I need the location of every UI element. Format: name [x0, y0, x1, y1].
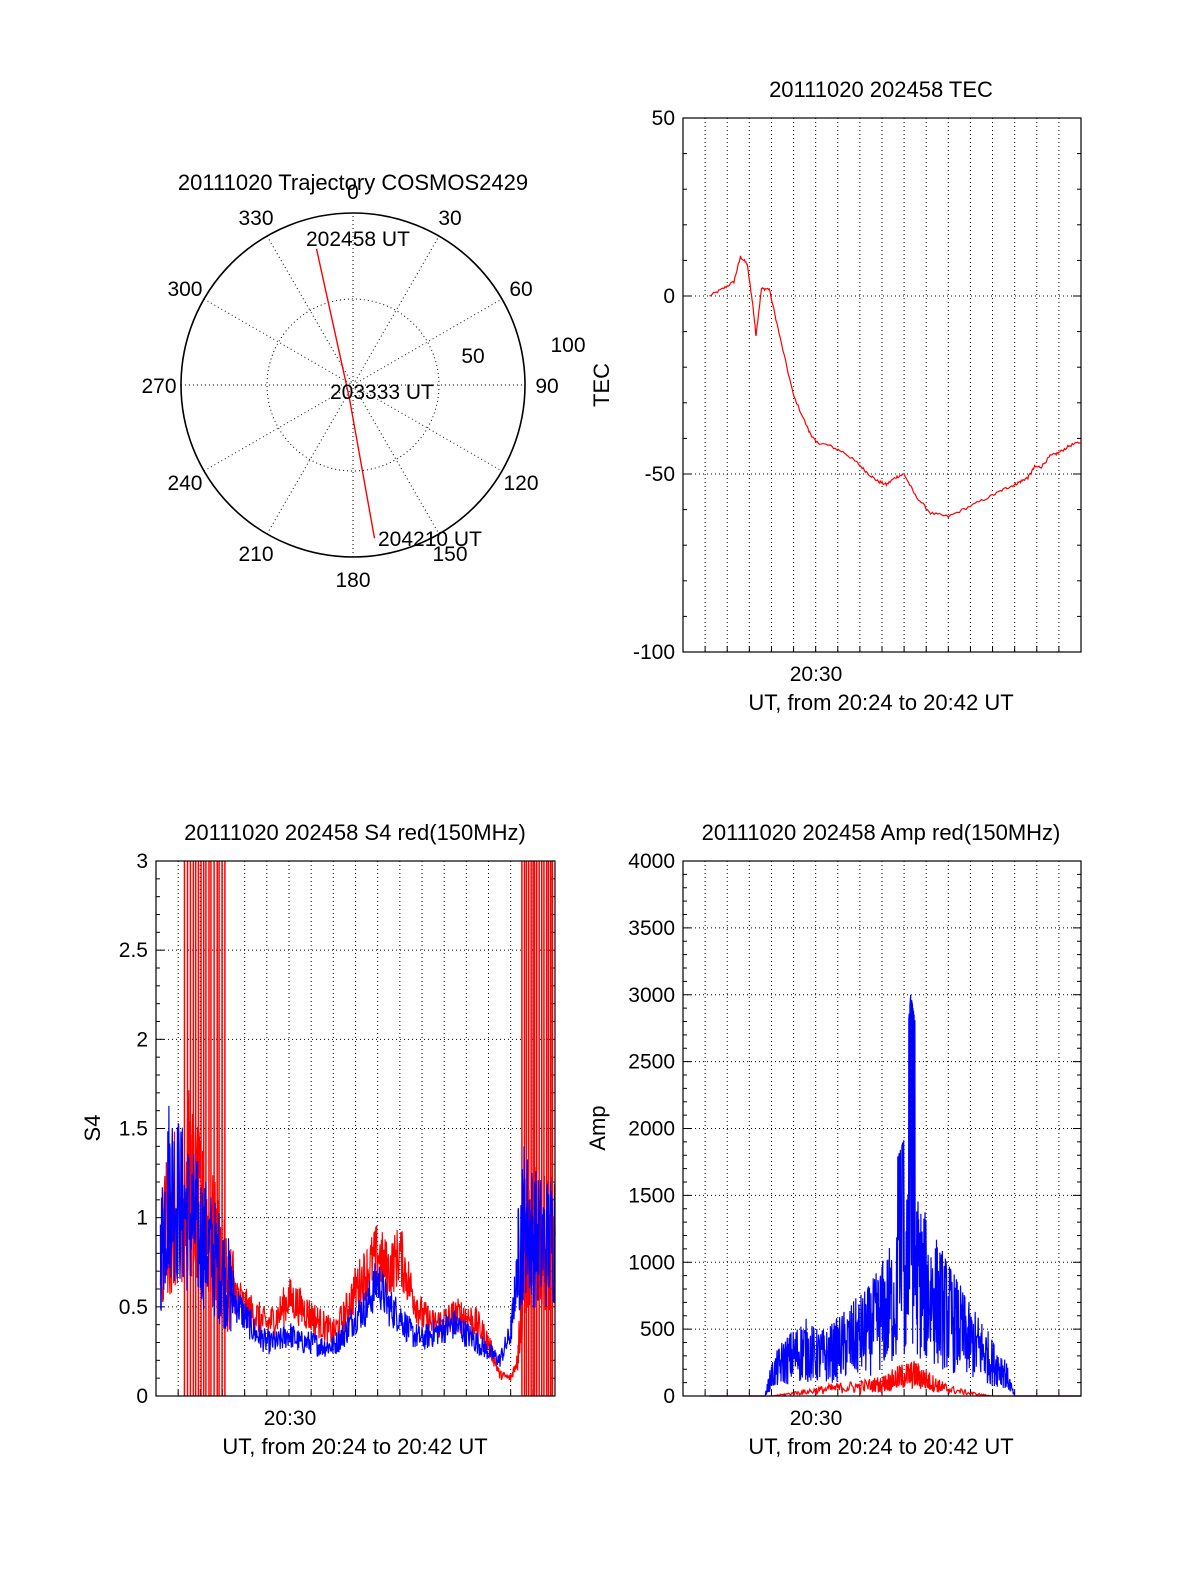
- trajectory-mid-label: 203333 UT: [330, 381, 434, 404]
- amp-y-tick-label: 4000: [628, 850, 675, 873]
- s4-y-tick-label: 2: [136, 1028, 148, 1051]
- tec-y-tick-labels: 50 0 -50 -100: [633, 107, 675, 664]
- polar-angle-label: 270: [141, 375, 176, 398]
- amp-y-tick-label: 3500: [628, 917, 675, 940]
- amp-y-tick-label: 2500: [628, 1051, 675, 1074]
- s4-y-tick-label: 0.5: [119, 1296, 148, 1319]
- polar-angle-label: 90: [535, 375, 558, 398]
- tec-y-tick-label: 50: [652, 107, 675, 130]
- polar-angle-label: 180: [335, 569, 370, 592]
- s4-y-tick-label: 0: [136, 1385, 148, 1408]
- tec-y-tick-label: 0: [663, 285, 675, 308]
- trajectory-panel: 20111020 Trajectory COSMOS2429 0 30 60 90 12…: [141, 170, 585, 592]
- amp-y-tick-label: 3000: [628, 984, 675, 1007]
- amp-y-tick-label: 1000: [628, 1251, 675, 1274]
- tec-x-axis-label: UT, from 20:24 to 20:42 UT: [748, 690, 1013, 715]
- tec-title: 20111020 202458 TEC: [769, 77, 993, 102]
- s4-y-tick-label: 3: [136, 850, 148, 873]
- amp-y-tick-label: 500: [640, 1318, 675, 1341]
- tec-series-line: [709, 255, 1082, 519]
- s4-x-axis-label: UT, from 20:24 to 20:42 UT: [222, 1434, 487, 1459]
- polar-angle-label: 120: [503, 472, 538, 495]
- polar-radial-label-50: 50: [461, 345, 484, 368]
- polar-spoke: [266, 235, 440, 535]
- trajectory-title: 20111020 Trajectory COSMOS2429: [178, 170, 528, 195]
- polar-angle-label: 60: [509, 278, 532, 301]
- amp-y-tick-label: 2000: [628, 1118, 675, 1141]
- amp-x-tick-label: 20:30: [790, 1407, 843, 1430]
- polar-angle-label: 150: [432, 543, 467, 566]
- polar-angle-label: 330: [238, 207, 273, 230]
- amp-plot-frame: [682, 860, 1082, 1397]
- polar-spokes: [181, 213, 525, 557]
- polar-angle-label: 210: [238, 543, 273, 566]
- polar-radial-label-100: 100: [550, 334, 585, 357]
- amp-blue-series-line: [709, 994, 1081, 1397]
- polar-angle-label: 30: [438, 207, 461, 230]
- tec-panel: 20111020 202458 TEC 50 0 -50 -100 20:30 UT,…: [589, 77, 1082, 715]
- s4-y-axis-label: S4: [80, 1115, 105, 1142]
- amp-red-series-line: [709, 1360, 1081, 1397]
- tec-plot-frame: [682, 117, 1082, 653]
- amp-panel: 20111020 202458 Amp red(150MHz) 4000 3500…: [585, 820, 1082, 1459]
- amp-y-tick-labels: 4000 3500 3000 2500 2000 1500 1000 500 0: [628, 850, 675, 1408]
- s4-y-tick-label: 2.5: [119, 939, 148, 962]
- polar-angle-label: 240: [167, 472, 202, 495]
- s4-y-tick-label: 1.5: [119, 1118, 148, 1141]
- amp-y-axis-label: Amp: [585, 1105, 610, 1150]
- polar-angle-labels: 0 30 60 90 120 150 180 210 240 270 300 330: [141, 181, 558, 592]
- s4-blue-series-line: [159, 1105, 556, 1367]
- s4-panel: 20111020 202458 S4 red(150MHz) 3 2.5 2 1.5 1…: [80, 820, 556, 1459]
- polar-angle-label: 0: [347, 181, 359, 204]
- amp-x-axis-label: UT, from 20:24 to 20:42 UT: [748, 1434, 1013, 1459]
- tec-x-tick-label: 20:30: [790, 663, 843, 686]
- trajectory-start-label: 202458 UT: [306, 228, 410, 251]
- tec-y-axis-label: TEC: [589, 363, 614, 407]
- amp-title: 20111020 202458 Amp red(150MHz): [702, 820, 1061, 845]
- s4-title: 20111020 202458 S4 red(150MHz): [184, 820, 526, 845]
- s4-y-tick-label: 1: [136, 1207, 148, 1230]
- trajectory-end-label: 204210 UT: [378, 528, 482, 551]
- amp-y-tick-label: 0: [663, 1385, 675, 1408]
- s4-x-tick-label: 20:30: [264, 1407, 317, 1430]
- tec-y-tick-label: -50: [645, 463, 675, 486]
- s4-y-tick-labels: 3 2.5 2 1.5 1 0.5 0: [119, 850, 148, 1408]
- polar-inner-ring: [266, 298, 440, 472]
- trajectory-line: [315, 248, 376, 539]
- tec-y-tick-label: -100: [633, 641, 675, 664]
- amp-y-tick-label: 1500: [628, 1184, 675, 1207]
- tec-grid: [683, 117, 1081, 653]
- polar-angle-label: 300: [167, 278, 202, 301]
- s4-plot-frame: [155, 860, 556, 1397]
